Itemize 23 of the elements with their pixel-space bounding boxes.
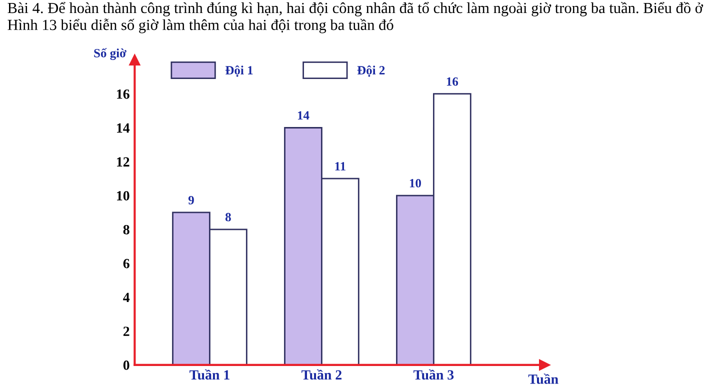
legend-label: Đội 2 [357, 66, 385, 77]
y-tick-label: 2 [123, 326, 130, 336]
x-tick-label: Tuần 1 [190, 369, 230, 380]
data-label: 9 [188, 196, 194, 204]
y-tick-label: 8 [123, 224, 130, 234]
data-label: 16 [446, 77, 458, 86]
y-tick-label: 12 [117, 157, 130, 166]
data-label: 8 [225, 212, 231, 222]
data-label: 10 [410, 178, 421, 188]
y-tick-label: 10 [117, 191, 130, 200]
y-tick-label: 16 [117, 89, 130, 99]
y-axis-title: Số giờ [94, 48, 126, 60]
y-tick-label: 6 [123, 258, 130, 268]
y-tick-label: 14 [117, 123, 130, 133]
y-tick-label: 4 [123, 292, 130, 302]
x-tick-label: Tuần 2 [302, 369, 342, 380]
y-tick-label: 0 [123, 360, 130, 370]
data-label: 14 [298, 111, 310, 120]
x-tick-label: Tuần 3 [413, 369, 454, 380]
x-axis-title: Tuần [528, 374, 558, 384]
chart-title: Bài 4. Để hoàn thành công trình đúng kì hạn, hai đội công nhân đã tổ chức làm ngoài giờ trong ba tuần. Biểu đồ ở Hình 13 biểu diễn số giờ làm thêm của hai đội trong ba tuần đó [8, 2, 704, 34]
legend-label: Đội 1 [225, 66, 253, 77]
data-label: 11 [335, 162, 346, 170]
